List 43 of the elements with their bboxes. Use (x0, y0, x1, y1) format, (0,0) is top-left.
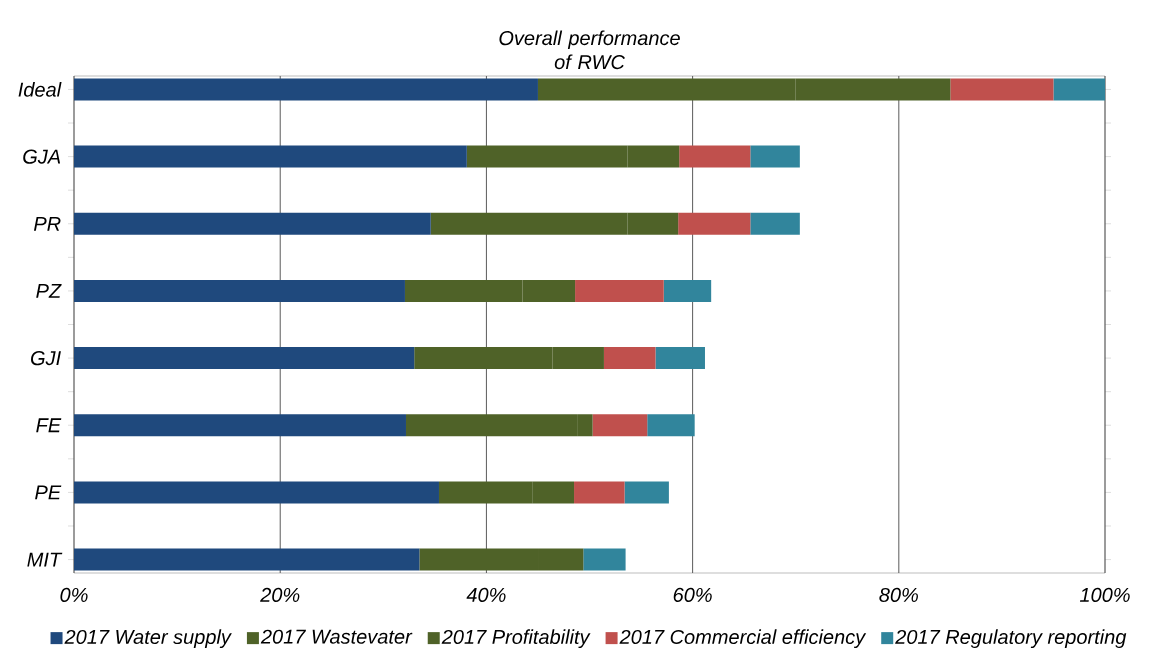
bar (592, 414, 648, 437)
bar (950, 78, 1054, 101)
legend-label: 2017 Commercial efficiency (619, 629, 867, 649)
bar (74, 481, 439, 504)
x-tick-label: 80% (879, 587, 918, 603)
legend-label: 2017 Regulatory reporting (895, 629, 1127, 649)
bar (647, 414, 695, 437)
legend-label: 2017 Profitability (441, 629, 591, 649)
y-tick-label: GJA (23, 149, 61, 164)
y-tick-label: GJI (31, 351, 61, 366)
y-tick-label: Ideal (18, 82, 62, 97)
legend-label: 2017 Wastevater (260, 629, 413, 644)
y-tick-label: PE (35, 485, 62, 500)
bar (583, 548, 626, 571)
bar (74, 78, 538, 101)
bar (575, 279, 664, 302)
x-tick-label: 0% (60, 587, 88, 603)
bar (574, 481, 625, 504)
bar (74, 145, 467, 168)
bar (603, 347, 656, 370)
bar (750, 145, 800, 168)
bar (74, 347, 415, 370)
bar (663, 279, 712, 302)
y-tick-label: PR (33, 216, 61, 231)
x-tick-label: 60% (673, 587, 712, 603)
bar (750, 212, 800, 235)
x-tick-label: 20% (260, 587, 300, 603)
y-tick-label: PZ (36, 284, 62, 298)
bar (74, 548, 420, 571)
y-tick-label: MIT (27, 552, 63, 567)
bar (679, 145, 751, 168)
chart-title: Overall performance of RWC (499, 30, 680, 70)
bar (74, 279, 405, 302)
bar (1053, 78, 1106, 101)
x-tick-label: 40% (466, 587, 506, 603)
bar (655, 347, 705, 370)
bar (74, 414, 406, 437)
y-tick-label: FE (36, 418, 62, 433)
legend-label: 2017 Water supply (64, 629, 232, 649)
bar (678, 212, 751, 235)
x-tick-label: 100% (1079, 587, 1130, 603)
bar (624, 481, 669, 504)
bar (74, 212, 431, 235)
